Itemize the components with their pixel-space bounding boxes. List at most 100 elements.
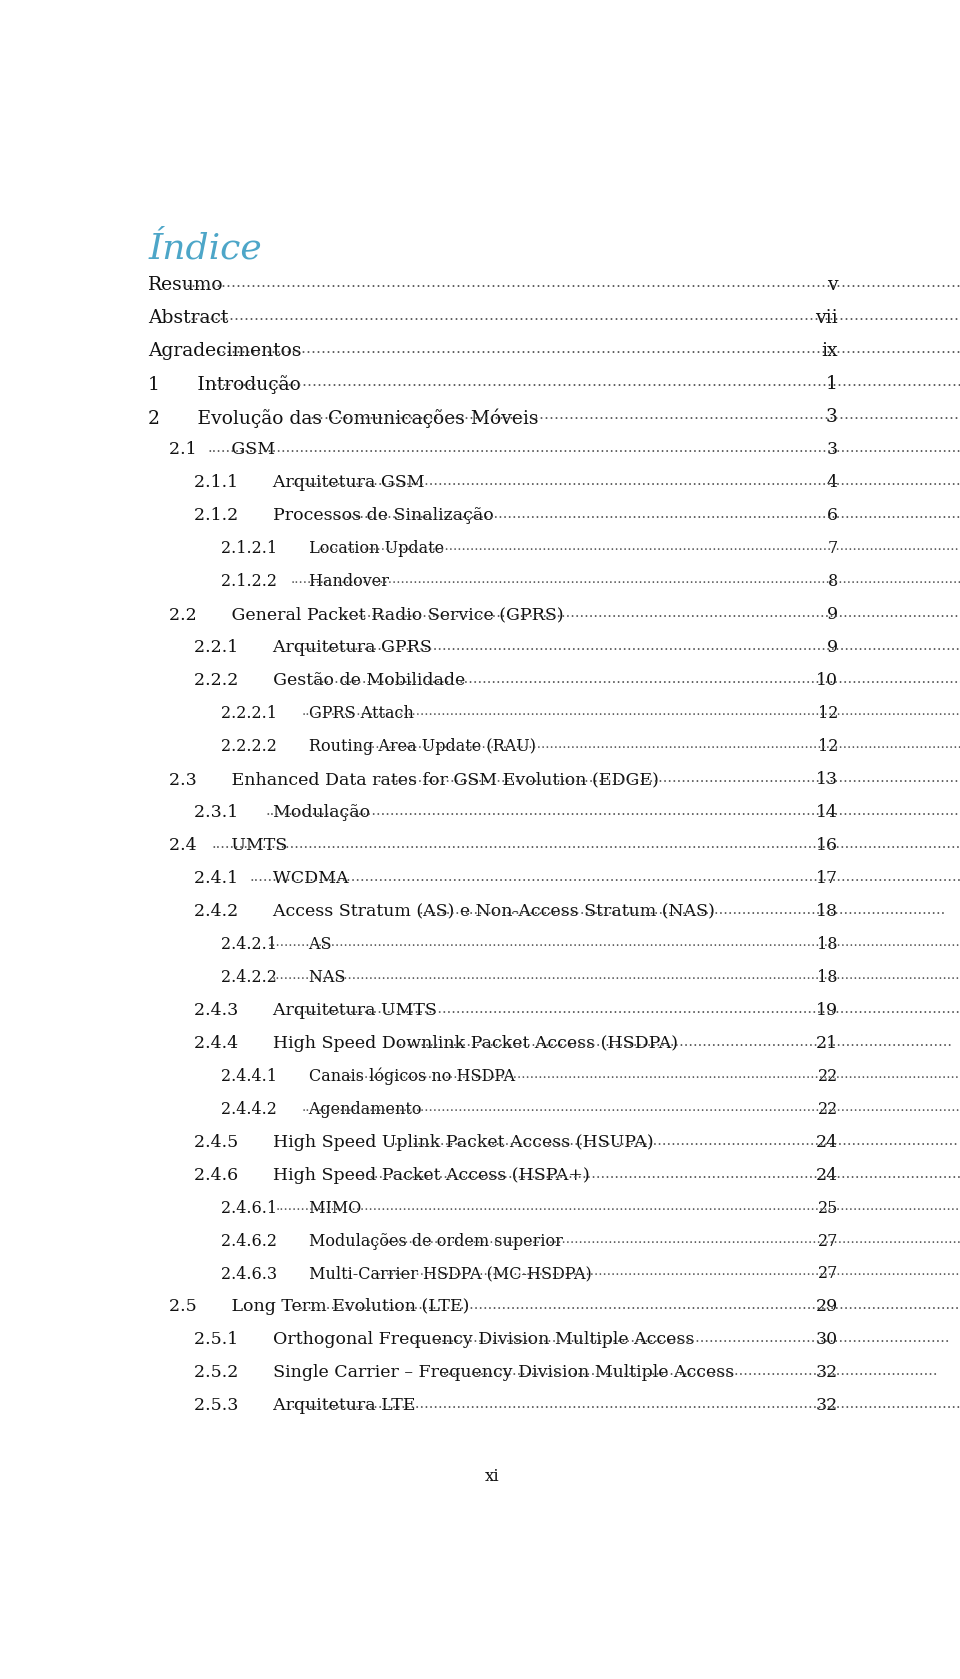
- Text: 6: 6: [827, 507, 838, 524]
- Text: 2.5.1  Orthogonal Frequency Division Multiple Access: 2.5.1 Orthogonal Frequency Division Mult…: [194, 1331, 695, 1348]
- Text: ................................................................................: ........................................…: [302, 705, 960, 719]
- Text: 32: 32: [816, 1365, 838, 1382]
- Text: 4: 4: [827, 473, 838, 492]
- Text: ................................................................................: ........................................…: [250, 870, 960, 883]
- Text: 2.4.6.3  Multi-Carrier HSDPA (MC-HSDPA): 2.4.6.3 Multi-Carrier HSDPA (MC-HSDPA): [221, 1266, 592, 1283]
- Text: Índice: Índice: [148, 232, 262, 265]
- Text: 32: 32: [816, 1397, 838, 1414]
- Text: 27: 27: [818, 1232, 838, 1249]
- Text: ................................................................................: ........................................…: [355, 739, 960, 751]
- Text: 18: 18: [816, 903, 838, 920]
- Text: 2.1  GSM: 2.1 GSM: [169, 442, 276, 458]
- Text: ................................................................................: ........................................…: [299, 1298, 960, 1313]
- Text: 12: 12: [818, 739, 838, 756]
- Text: ................................................................................: ........................................…: [181, 277, 960, 290]
- Text: ................................................................................: ........................................…: [217, 343, 960, 356]
- Text: ................................................................................: ........................................…: [276, 1199, 960, 1212]
- Text: ................................................................................: ........................................…: [212, 376, 960, 390]
- Text: 2.5  Long Term Evolution (LTE): 2.5 Long Term Evolution (LTE): [169, 1298, 469, 1315]
- Text: 2.4.6.1  MIMO: 2.4.6.1 MIMO: [221, 1199, 361, 1217]
- Text: ................................................................................: ........................................…: [390, 1133, 958, 1148]
- Text: 2.5.3  Arquitetura LTE: 2.5.3 Arquitetura LTE: [194, 1397, 416, 1414]
- Text: ................................................................................: ........................................…: [272, 969, 960, 982]
- Text: ................................................................................: ........................................…: [397, 1034, 952, 1049]
- Text: 2.2  General Packet Radio Service (GPRS): 2.2 General Packet Radio Service (GPRS): [169, 606, 564, 623]
- Text: ................................................................................: ........................................…: [302, 1101, 960, 1113]
- Text: 3: 3: [827, 442, 838, 458]
- Text: ................................................................................: ........................................…: [361, 1167, 960, 1180]
- Text: 8: 8: [828, 573, 838, 591]
- Text: 2.2.1  Arquitetura GPRS: 2.2.1 Arquitetura GPRS: [194, 640, 432, 656]
- Text: 2.3.1  Modulação: 2.3.1 Modulação: [194, 804, 371, 821]
- Text: 2.1.1  Arquitetura GSM: 2.1.1 Arquitetura GSM: [194, 473, 425, 492]
- Text: 2.4.2  Access Stratum (AS) e Non-Access Stratum (NAS): 2.4.2 Access Stratum (AS) e Non-Access S…: [194, 903, 715, 920]
- Text: 2.4.3  Arquitetura UMTS: 2.4.3 Arquitetura UMTS: [194, 1002, 437, 1019]
- Text: 2.4.6.2  Modulações de ordem superior: 2.4.6.2 Modulações de ordem superior: [221, 1232, 564, 1249]
- Text: ................................................................................: ........................................…: [295, 1002, 960, 1016]
- Text: 2.4.4  High Speed Downlink Packet Access (HSDPA): 2.4.4 High Speed Downlink Packet Access …: [194, 1034, 679, 1051]
- Text: 2.2.2.1  GPRS Attach: 2.2.2.1 GPRS Attach: [221, 705, 414, 722]
- Text: ................................................................................: ........................................…: [266, 804, 960, 818]
- Text: ................................................................................: ........................................…: [291, 473, 960, 489]
- Text: 12: 12: [818, 705, 838, 722]
- Text: 2.4  UMTS: 2.4 UMTS: [169, 836, 287, 855]
- Text: 2.4.1  WCDMA: 2.4.1 WCDMA: [194, 870, 348, 887]
- Text: ................................................................................: ........................................…: [340, 606, 960, 620]
- Text: 25: 25: [818, 1199, 838, 1217]
- Text: 22: 22: [818, 1101, 838, 1118]
- Text: 2.4.4.2  Agendamento: 2.4.4.2 Agendamento: [221, 1101, 421, 1118]
- Text: 2.4.2.1  AS: 2.4.2.1 AS: [221, 935, 332, 952]
- Text: ................................................................................: ........................................…: [212, 836, 960, 851]
- Text: 13: 13: [816, 771, 838, 787]
- Text: 24: 24: [816, 1167, 838, 1184]
- Text: ................................................................................: ........................................…: [207, 442, 960, 455]
- Text: Resumo: Resumo: [148, 277, 224, 294]
- Text: xi: xi: [485, 1467, 499, 1484]
- Text: ................................................................................: ........................................…: [190, 309, 960, 324]
- Text: ................................................................................: ........................................…: [295, 640, 960, 653]
- Text: 10: 10: [816, 672, 838, 688]
- Text: ................................................................................: ........................................…: [376, 771, 959, 786]
- Text: ................................................................................: ........................................…: [414, 1331, 950, 1345]
- Text: vii: vii: [815, 309, 838, 327]
- Text: ................................................................................: ........................................…: [367, 1232, 960, 1246]
- Text: 18: 18: [818, 969, 838, 986]
- Text: 18: 18: [818, 935, 838, 952]
- Text: 24: 24: [816, 1133, 838, 1150]
- Text: ................................................................................: ........................................…: [311, 672, 960, 687]
- Text: 2.4.4.1  Canais lógicos no HSDPA: 2.4.4.1 Canais lógicos no HSDPA: [221, 1068, 516, 1085]
- Text: 2.4.6  High Speed Packet Access (HSPA+): 2.4.6 High Speed Packet Access (HSPA+): [194, 1167, 590, 1184]
- Text: 2.1.2  Processos de Sinalização: 2.1.2 Processos de Sinalização: [194, 507, 494, 524]
- Text: 21: 21: [816, 1034, 838, 1051]
- Text: Abstract: Abstract: [148, 309, 228, 327]
- Text: 22: 22: [818, 1068, 838, 1085]
- Text: 30: 30: [816, 1331, 838, 1348]
- Text: ................................................................................: ........................................…: [317, 541, 960, 552]
- Text: 2.5.2  Single Carrier – Frequency Division Multiple Access: 2.5.2 Single Carrier – Frequency Divisio…: [194, 1365, 734, 1382]
- Text: 2.1.2.2  Handover: 2.1.2.2 Handover: [221, 573, 389, 591]
- Text: Agradecimentos: Agradecimentos: [148, 343, 301, 361]
- Text: ix: ix: [822, 343, 838, 361]
- Text: 7: 7: [828, 541, 838, 557]
- Text: 1  Introdução: 1 Introdução: [148, 376, 301, 395]
- Text: 2.2.2.2  Routing Area Update (RAU): 2.2.2.2 Routing Area Update (RAU): [221, 739, 537, 756]
- Text: 9: 9: [827, 640, 838, 656]
- Text: 29: 29: [816, 1298, 838, 1315]
- Text: 2.1.2.1  Location Update: 2.1.2.1 Location Update: [221, 541, 444, 557]
- Text: ................................................................................: ........................................…: [291, 1397, 960, 1412]
- Text: 27: 27: [818, 1266, 838, 1283]
- Text: 2.3  Enhanced Data rates for GSM Evolution (EDGE): 2.3 Enhanced Data rates for GSM Evolutio…: [169, 771, 659, 787]
- Text: 2.2.2  Gestão de Mobilidade: 2.2.2 Gestão de Mobilidade: [194, 672, 466, 688]
- Text: ................................................................................: ........................................…: [439, 1365, 938, 1378]
- Text: 9: 9: [827, 606, 838, 623]
- Text: 2.4.5  High Speed Uplink Packet Access (HSUPA): 2.4.5 High Speed Uplink Packet Access (H…: [194, 1133, 654, 1150]
- Text: ................................................................................: ........................................…: [419, 903, 946, 917]
- Text: 3: 3: [827, 408, 838, 426]
- Text: ................................................................................: ........................................…: [374, 1266, 960, 1278]
- Text: 16: 16: [816, 836, 838, 855]
- Text: ................................................................................: ........................................…: [348, 1068, 960, 1081]
- Text: ................................................................................: ........................................…: [310, 408, 960, 423]
- Text: ................................................................................: ........................................…: [268, 935, 960, 949]
- Text: 17: 17: [816, 870, 838, 887]
- Text: ................................................................................: ........................................…: [291, 573, 960, 586]
